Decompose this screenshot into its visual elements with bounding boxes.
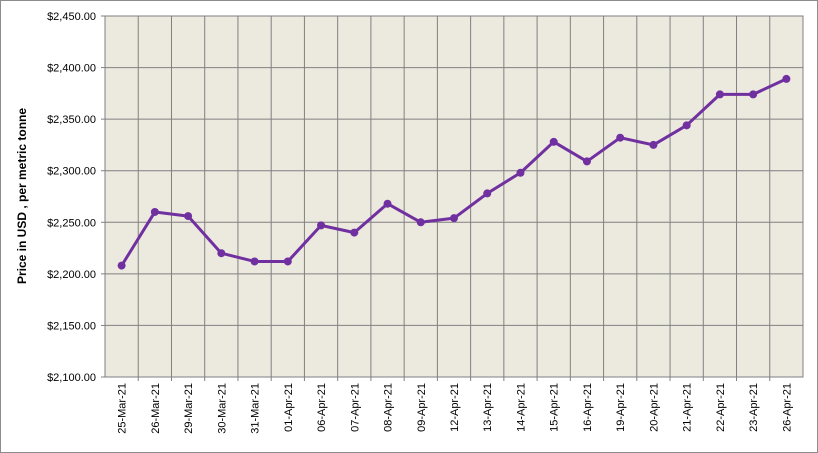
data-point xyxy=(649,140,658,149)
x-tick-label: 01-Apr-21 xyxy=(283,383,295,432)
y-tick-label: $2,450.00 xyxy=(47,11,96,23)
x-tick-label: 21-Apr-21 xyxy=(682,383,694,432)
x-tick-label: 16-Apr-21 xyxy=(582,383,594,432)
data-point xyxy=(715,90,724,99)
x-tick-label: 25-Mar-21 xyxy=(117,383,129,434)
x-tick-label: 20-Apr-21 xyxy=(648,383,660,432)
x-tick-label: 23-Apr-21 xyxy=(748,383,760,432)
plot-area xyxy=(104,15,804,378)
y-axis-label: Price in USD , per metric tonne xyxy=(15,108,29,284)
x-tick-label: 30-Mar-21 xyxy=(216,383,228,434)
data-point xyxy=(217,249,226,258)
x-tick-label: 29-Mar-21 xyxy=(183,383,195,434)
x-tick-label: 19-Apr-21 xyxy=(615,383,627,432)
data-point xyxy=(682,121,691,130)
x-tick-label: 15-Apr-21 xyxy=(549,383,561,432)
y-tick-label: $2,350.00 xyxy=(47,114,96,126)
data-point xyxy=(516,168,525,177)
data-point xyxy=(749,90,758,99)
x-tick-label: 26-Apr-21 xyxy=(781,383,793,432)
y-tick-label: $2,150.00 xyxy=(47,320,96,332)
x-tick-label: 31-Mar-21 xyxy=(250,383,262,434)
x-tick-label: 07-Apr-21 xyxy=(349,383,361,432)
data-point xyxy=(582,157,591,166)
y-tick-label: $2,300.00 xyxy=(47,166,96,178)
y-tick-label: $2,100.00 xyxy=(47,372,96,384)
data-point xyxy=(782,74,791,83)
data-point xyxy=(317,221,326,230)
x-tick-label: 14-Apr-21 xyxy=(515,383,527,432)
y-tick-label: $2,400.00 xyxy=(47,63,96,75)
data-point xyxy=(450,214,458,223)
data-point xyxy=(416,218,425,227)
y-tick-label: $2,200.00 xyxy=(47,269,96,281)
x-tick-label: 12-Apr-21 xyxy=(449,383,461,432)
data-point xyxy=(184,212,193,221)
data-point xyxy=(483,189,492,198)
x-tick-label: 26-Mar-21 xyxy=(150,383,162,434)
data-point xyxy=(250,257,259,266)
x-tick-label: 09-Apr-21 xyxy=(416,383,428,432)
data-point xyxy=(383,199,392,208)
data-point xyxy=(150,207,159,216)
data-point xyxy=(283,257,292,266)
data-point xyxy=(616,133,625,142)
x-tick-label: 22-Apr-21 xyxy=(715,383,727,432)
data-point xyxy=(117,261,126,270)
x-tick-label: 13-Apr-21 xyxy=(482,383,494,432)
y-tick-label: $2,250.00 xyxy=(47,217,96,229)
data-point xyxy=(549,137,558,146)
data-point xyxy=(350,228,359,237)
x-tick-label: 08-Apr-21 xyxy=(383,383,395,432)
x-tick-label: 06-Apr-21 xyxy=(316,383,328,432)
